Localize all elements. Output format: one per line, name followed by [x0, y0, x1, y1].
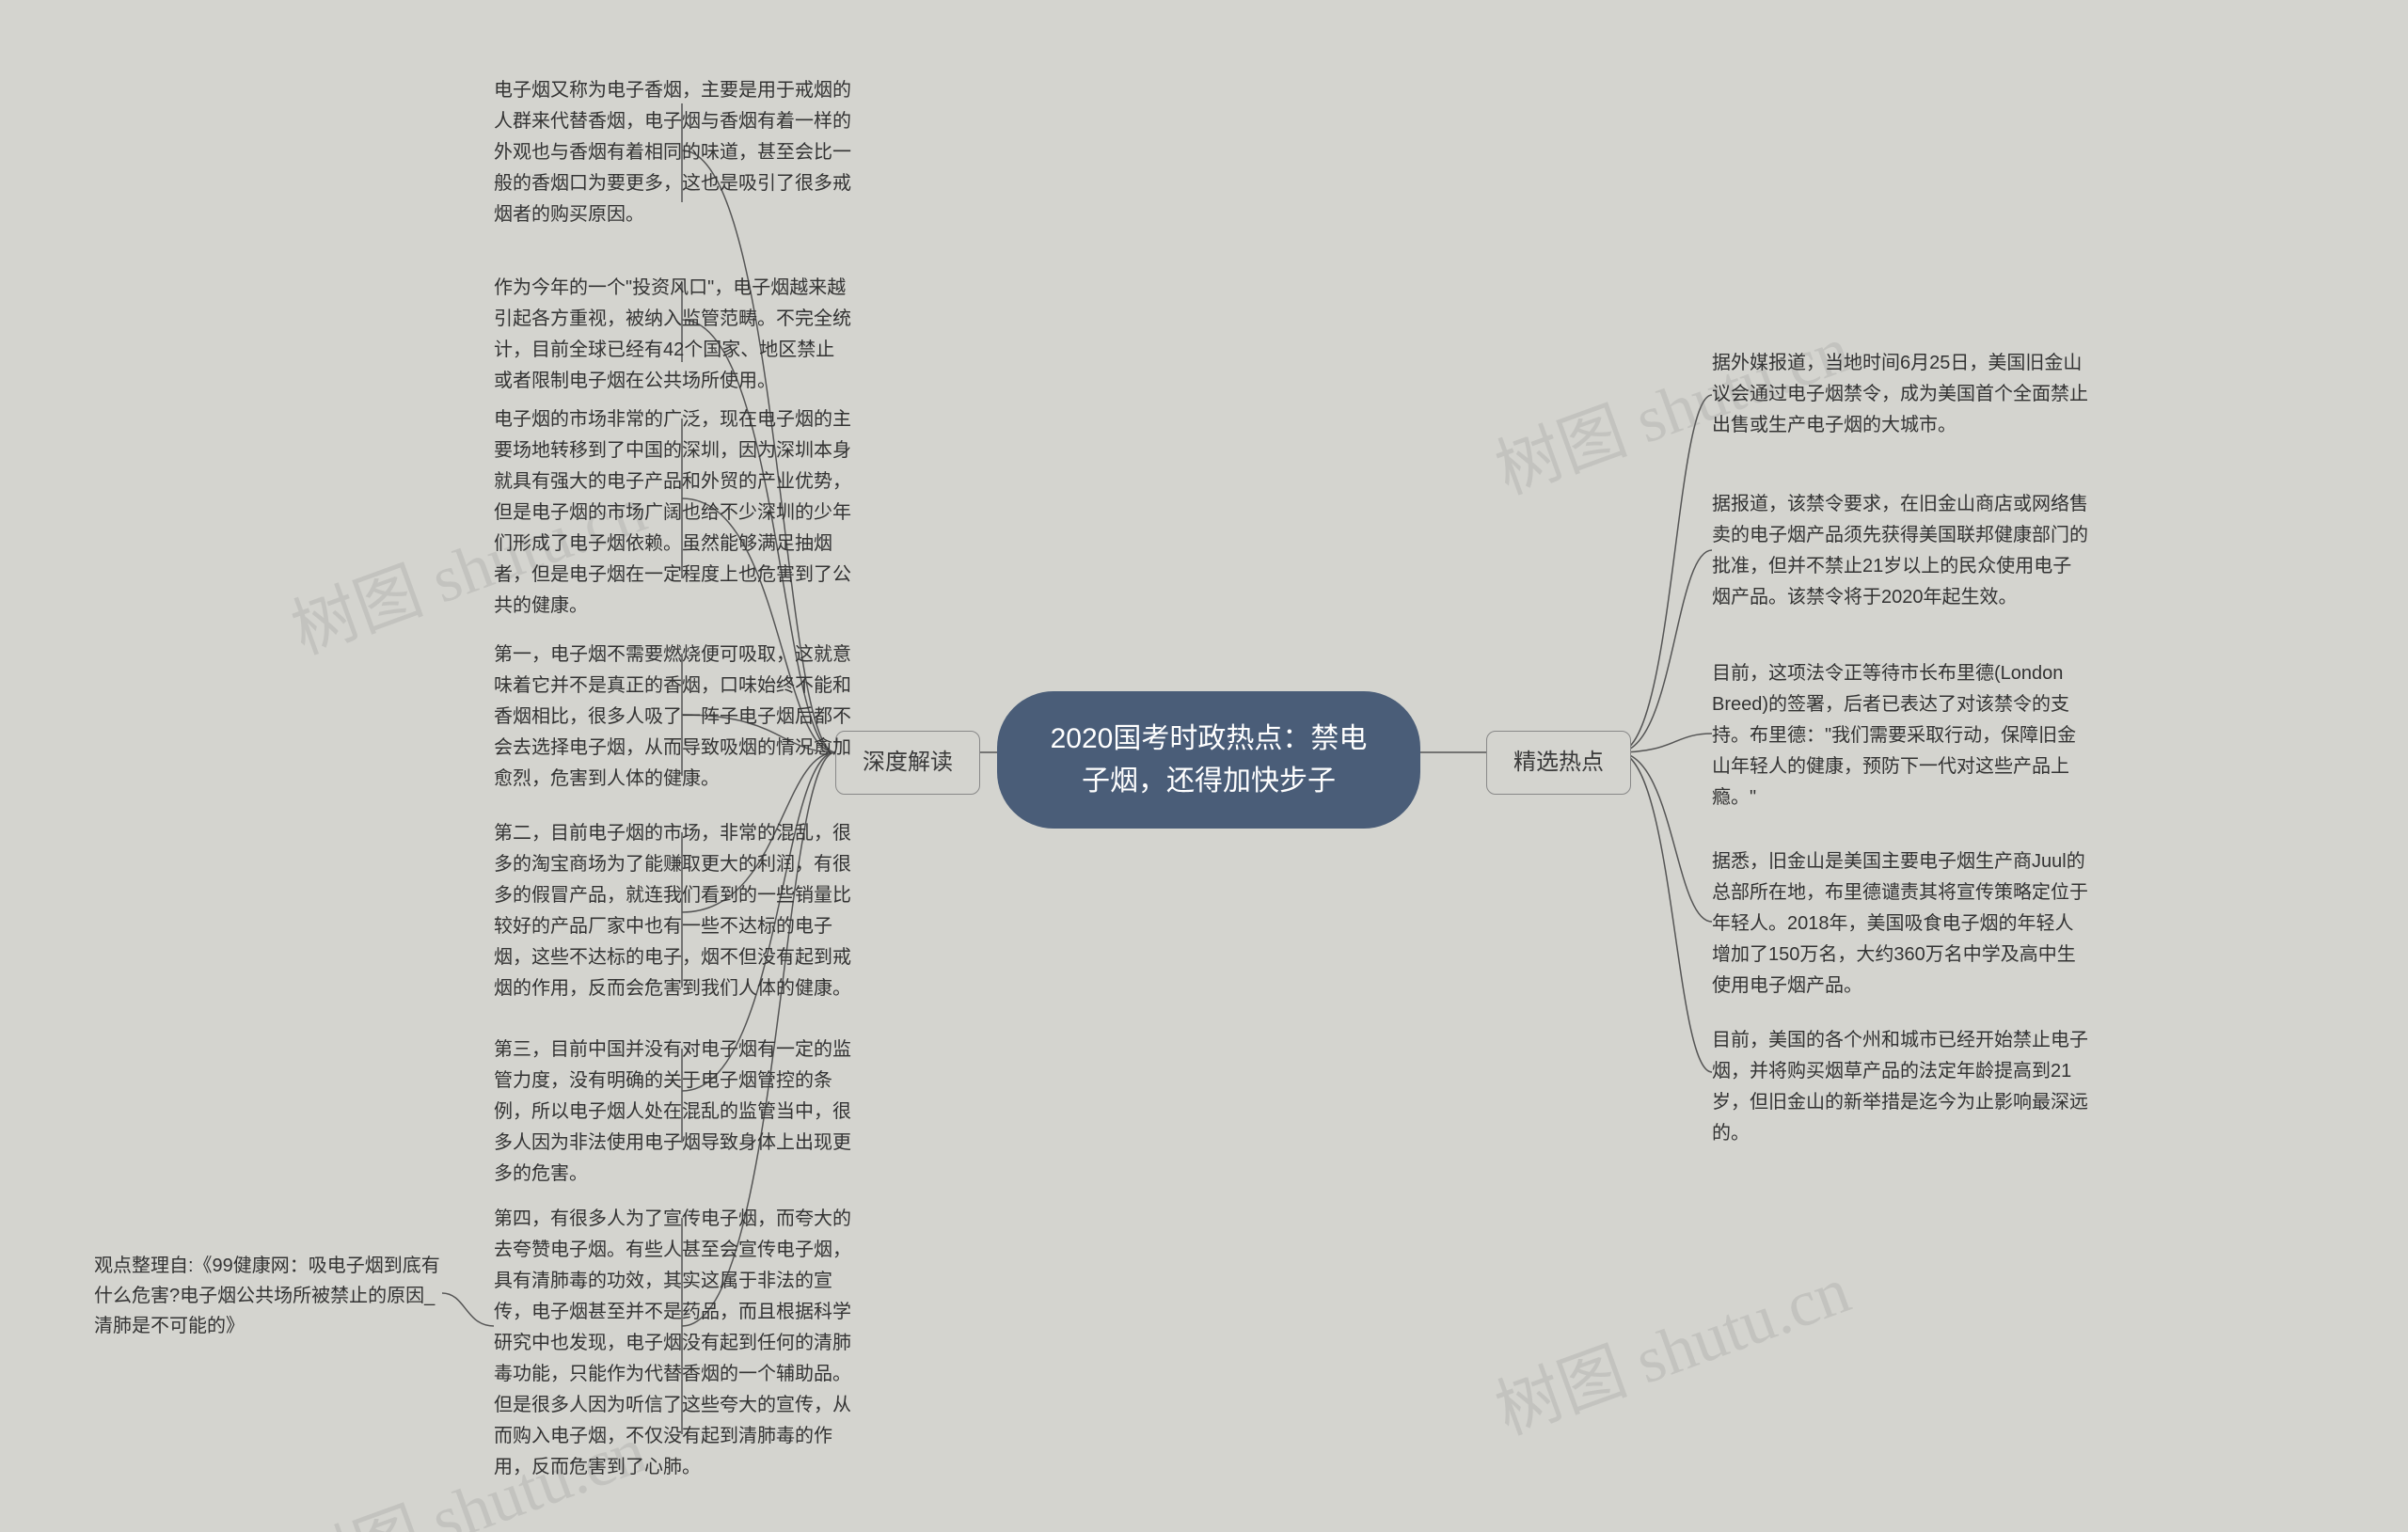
branch-left[interactable]: 深度解读	[835, 731, 980, 795]
left-leaf-2[interactable]: 电子烟的市场非常的广泛，现在电子烟的主要场地转移到了中国的深圳，因为深圳本身就具…	[494, 404, 851, 622]
right-leaf-3[interactable]: 据悉，旧金山是美国主要电子烟生产商Juul的总部所在地，布里德谴责其将宣传策略定…	[1712, 846, 2088, 1002]
watermark: 树图 shutu.cn	[1481, 1238, 1861, 1453]
left-leaf-3[interactable]: 第一，电子烟不需要燃烧便可吸取，这就意味着它并不是真正的香烟，口味始终不能和香烟…	[494, 640, 851, 795]
left-leaf-4[interactable]: 第二，目前电子烟的市场，非常的混乱，很多的淘宝商场为了能赚取更大的利润，有很多的…	[494, 818, 851, 1004]
left-leaf-1[interactable]: 作为今年的一个"投资风口"，电子烟越来越引起各方重视，被纳入监管范畴。不完全统计…	[494, 273, 851, 397]
right-leaf-0[interactable]: 据外媒报道，当地时间6月25日，美国旧金山议会通过电子烟禁令，成为美国首个全面禁…	[1712, 348, 2088, 441]
right-leaf-2[interactable]: 目前，这项法令正等待市长布里德(London Breed)的签署，后者已表达了对…	[1712, 658, 2088, 813]
mindmap-canvas: 树图 shutu.cn 树图 shutu.cn 树图 shutu.cn 树图 s…	[0, 0, 2408, 1532]
right-leaf-1[interactable]: 据报道，该禁令要求，在旧金山商店或网络售卖的电子烟产品须先获得美国联邦健康部门的…	[1712, 489, 2088, 613]
left-leaf-5[interactable]: 第三，目前中国并没有对电子烟有一定的监管力度，没有明确的关于电子烟管控的条例，所…	[494, 1034, 851, 1190]
branch-right[interactable]: 精选热点	[1486, 731, 1631, 795]
right-leaf-4[interactable]: 目前，美国的各个州和城市已经开始禁止电子烟，并将购买烟草产品的法定年龄提高到21…	[1712, 1025, 2088, 1149]
left-subleaf-6-0[interactable]: 观点整理自:《99健康网：吸电子烟到底有什么危害?电子烟公共场所被禁止的原因_清…	[94, 1251, 442, 1341]
left-leaf-0[interactable]: 电子烟又称为电子香烟，主要是用于戒烟的人群来代替香烟，电子烟与香烟有着一样的外观…	[494, 75, 851, 230]
left-leaf-6[interactable]: 第四，有很多人为了宣传电子烟，而夸大的去夸赞电子烟。有些人甚至会宣传电子烟，具有…	[494, 1204, 851, 1483]
root-node[interactable]: 2020国考时政热点：禁电子烟，还得加快步子	[997, 691, 1420, 829]
